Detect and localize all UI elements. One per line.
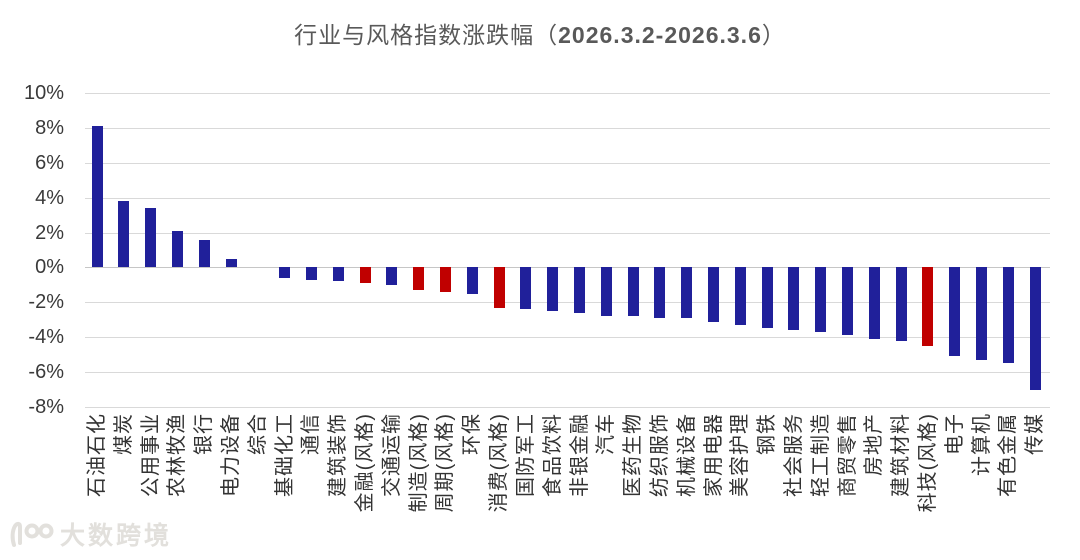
bar-农林牧渔 <box>171 230 183 268</box>
x-tick-label-建筑装饰: 建筑装饰 <box>327 413 350 497</box>
x-tick-label-通信: 通信 <box>300 413 323 455</box>
bar-计算机 <box>976 267 988 360</box>
x-tick-label-周期(风格): 周期(风格) <box>434 413 457 513</box>
watermark-text: 大数跨境 <box>60 522 173 550</box>
x-tick-label-制造(风格): 制造(风格) <box>407 413 430 513</box>
bar-建筑材料 <box>895 267 907 341</box>
bar-美容护理 <box>734 267 746 325</box>
gridline <box>85 197 1050 199</box>
bar-社会服务 <box>788 267 800 331</box>
bar-公用事业 <box>145 208 157 268</box>
bar-消费(风格) <box>493 267 505 308</box>
bar-交通运输 <box>386 267 398 285</box>
y-tick-label: 2% <box>35 221 64 244</box>
gridline <box>85 372 1050 374</box>
x-tick-label-有色金属: 有色金属 <box>997 413 1020 497</box>
x-tick-label-环保: 环保 <box>461 413 484 455</box>
bar-商贸零售 <box>842 267 854 336</box>
bar-轻工制造 <box>815 267 827 332</box>
y-tick-label: -8% <box>28 396 64 418</box>
x-tick-label-纺织服饰: 纺织服饰 <box>648 413 671 497</box>
x-tick-label-基础化工: 基础化工 <box>273 413 296 497</box>
x-tick-label-食品饮料: 食品饮料 <box>541 413 564 497</box>
bar-石油石化 <box>91 126 103 268</box>
y-tick-label: -4% <box>28 326 64 349</box>
x-tick-label-汽车: 汽车 <box>595 413 618 455</box>
x-tick-label-综合: 综合 <box>246 413 269 455</box>
x-tick-label-钢铁: 钢铁 <box>756 413 779 455</box>
x-tick-label-交通运输: 交通运输 <box>380 413 403 497</box>
x-tick-label-医药生物: 医药生物 <box>622 413 645 497</box>
x-tick-label-电子: 电子 <box>943 413 966 455</box>
bar-食品饮料 <box>547 267 559 312</box>
x-tick-label-房地产: 房地产 <box>863 413 886 476</box>
bar-金融(风格) <box>359 267 371 284</box>
y-axis: 10% 8% 6% 4% 2% 0% -2% -4% -6% -8% <box>0 82 64 418</box>
bar-传媒 <box>1029 267 1041 390</box>
gridline <box>85 407 1050 408</box>
x-tick-label-机械设备: 机械设备 <box>675 413 698 497</box>
chart-title-text-close: ） <box>761 22 786 48</box>
bar-电力设备 <box>225 258 237 268</box>
y-tick-label: 4% <box>35 186 64 209</box>
x-tick-label-计算机: 计算机 <box>970 413 993 476</box>
gridline <box>85 337 1050 339</box>
y-tick-label: 10% <box>23 82 64 104</box>
x-axis: 石油石化 煤炭 公用事业 农林牧渔 银行 电力设备 综合 基础化工 通信 建筑装饰 金融(风格) 交通… <box>85 413 1050 560</box>
x-tick-label-银行: 银行 <box>193 413 216 455</box>
gridline <box>85 93 1050 94</box>
chart-title-date-range: 2026.3.2-2026.3.6 <box>558 22 762 48</box>
bar-房地产 <box>868 267 880 339</box>
bar-非银金融 <box>574 267 585 313</box>
bar-汽车 <box>600 267 612 317</box>
x-tick-label-社会服务: 社会服务 <box>782 413 805 497</box>
10100-logo-icon <box>10 521 54 547</box>
x-axis-baseline <box>85 267 1050 269</box>
x-tick-label-金融(风格): 金融(风格) <box>354 413 377 513</box>
bar-银行 <box>198 239 210 268</box>
bar-建筑装饰 <box>332 267 344 282</box>
x-tick-label-国防军工: 国防军工 <box>514 413 537 497</box>
x-tick-label-商贸零售: 商贸零售 <box>836 413 859 497</box>
bar-基础化工 <box>279 267 291 278</box>
x-tick-label-消费(风格): 消费(风格) <box>488 413 511 513</box>
gridline <box>85 127 1050 129</box>
x-tick-label-电力设备: 电力设备 <box>220 413 243 497</box>
y-tick-label: 8% <box>35 116 64 139</box>
bar-制造(风格) <box>413 267 425 291</box>
bar-有色金属 <box>1002 267 1014 364</box>
y-tick-label: -2% <box>28 291 64 314</box>
gridline <box>85 302 1050 304</box>
x-tick-label-传媒: 传媒 <box>1024 413 1047 455</box>
x-tick-label-非银金融: 非银金融 <box>568 413 591 497</box>
x-tick-label-美容护理: 美容护理 <box>729 413 752 497</box>
bar-煤炭 <box>118 201 130 268</box>
bar-周期(风格) <box>439 267 451 292</box>
y-tick-label: 6% <box>35 151 64 174</box>
bar-家用电器 <box>708 267 720 322</box>
bar-科技(风格) <box>922 267 934 346</box>
gridline <box>85 162 1050 164</box>
chart-title-text: 行业与风格指数涨跌幅（ <box>294 22 559 48</box>
watermark: 大数跨境 <box>8 516 172 552</box>
chart-title: 行业与风格指数涨跌幅（2026.3.2-2026.3.6） <box>0 16 1080 50</box>
x-tick-label-建筑材料: 建筑材料 <box>890 413 913 497</box>
bar-纺织服饰 <box>654 267 666 319</box>
bar-电子 <box>949 267 961 357</box>
gridline <box>85 232 1050 234</box>
bar-通信 <box>305 267 317 280</box>
bar-环保 <box>466 267 478 294</box>
y-tick-label: 0% <box>35 256 64 279</box>
y-tick-label: -6% <box>28 361 64 384</box>
bar-机械设备 <box>681 267 693 319</box>
x-tick-label-轻工制造: 轻工制造 <box>809 413 832 497</box>
bar-国防军工 <box>520 267 532 310</box>
x-tick-label-科技(风格): 科技(风格) <box>916 413 939 513</box>
x-tick-label-家用电器: 家用电器 <box>702 413 725 497</box>
bar-钢铁 <box>761 267 773 329</box>
plot-area <box>85 93 1050 408</box>
bar-医药生物 <box>627 267 639 317</box>
